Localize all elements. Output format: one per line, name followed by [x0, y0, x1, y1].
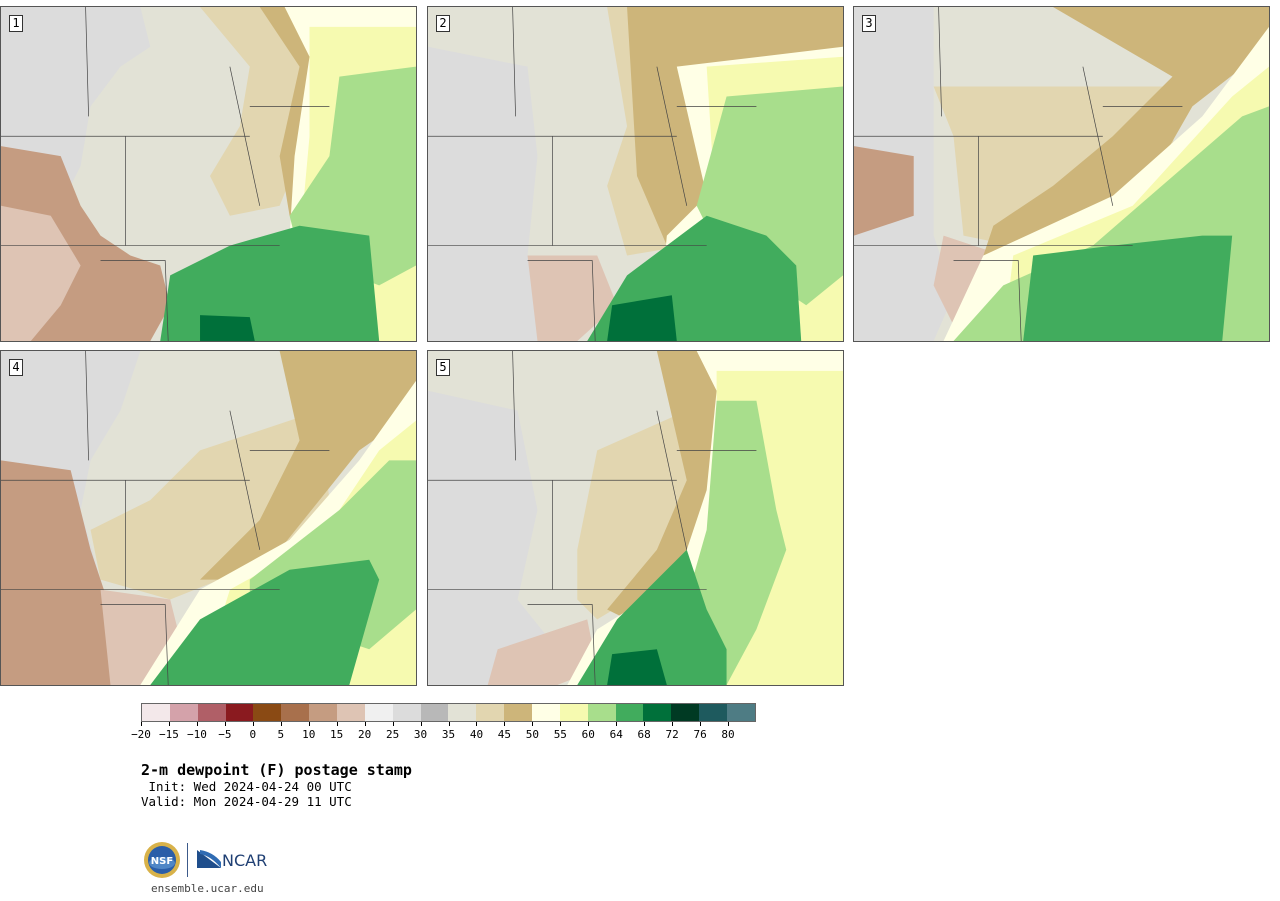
colorbar-swatch	[532, 704, 560, 721]
colorbar-tick-label: 15	[330, 728, 343, 741]
colorbar-tick-mark	[169, 722, 170, 726]
colorbar-tick-mark	[449, 722, 450, 726]
panel-number: 3	[862, 15, 876, 32]
nsf-logo: NSF	[143, 841, 181, 879]
colorbar-swatch	[643, 704, 671, 721]
map-panel-2: 2	[427, 6, 844, 342]
colorbar-tick-mark	[588, 722, 589, 726]
panel-number: 4	[9, 359, 23, 376]
colorbar-tick-mark	[365, 722, 366, 726]
colorbar-tick-label: 10	[302, 728, 315, 741]
colorbar-tick-label: 50	[526, 728, 539, 741]
colorbar-swatch	[226, 704, 254, 721]
colorbar-tick-mark	[253, 722, 254, 726]
colorbar-tick-label: 5	[277, 728, 284, 741]
colorbar	[141, 703, 756, 722]
nsf-logo-text: NSF	[151, 856, 173, 867]
colorbar-swatch	[727, 704, 755, 721]
map-panel-3: 3	[853, 6, 1270, 342]
dewpoint-map-4	[1, 351, 416, 685]
colorbar-tick-label: −5	[218, 728, 231, 741]
colorbar-swatch	[476, 704, 504, 721]
init-time: Init: Wed 2024-04-24 00 UTC	[141, 779, 352, 794]
ncar-logo-text: NCAR	[222, 851, 267, 870]
colorbar-tick-mark	[616, 722, 617, 726]
map-panel-4: 4	[0, 350, 417, 686]
colorbar-legend: −20 −15 −10 −5 0 5 10 15 20 25 30 35 40 45 50 55 60 64 68 7…	[141, 703, 756, 743]
ncar-logo: NCAR	[197, 848, 277, 870]
colorbar-swatch	[616, 704, 644, 721]
colorbar-tick-mark	[700, 722, 701, 726]
colorbar-swatch	[699, 704, 727, 721]
colorbar-tick-mark	[532, 722, 533, 726]
colorbar-tick-mark	[504, 722, 505, 726]
colorbar-tick-label: 80	[721, 728, 734, 741]
logos: NSF NCAR	[143, 840, 283, 880]
colorbar-swatch	[421, 704, 449, 721]
panel-number: 5	[436, 359, 450, 376]
colorbar-swatch	[448, 704, 476, 721]
panel-number: 2	[436, 15, 450, 32]
valid-time: Valid: Mon 2024-04-29 11 UTC	[141, 794, 352, 809]
colorbar-tick-mark	[476, 722, 477, 726]
colorbar-swatch	[504, 704, 532, 721]
colorbar-tick-mark	[309, 722, 310, 726]
colorbar-tick-label: 40	[470, 728, 483, 741]
colorbar-tick-label: 25	[386, 728, 399, 741]
colorbar-tick-label: −20	[131, 728, 151, 741]
colorbar-tick-mark	[560, 722, 561, 726]
logo-divider	[187, 843, 188, 877]
colorbar-tick-label: 30	[414, 728, 427, 741]
colorbar-swatch	[337, 704, 365, 721]
colorbar-swatch	[253, 704, 281, 721]
colorbar-swatch	[393, 704, 421, 721]
colorbar-tick-mark	[141, 722, 142, 726]
dewpoint-map-5	[428, 351, 843, 685]
colorbar-tick-mark	[393, 722, 394, 726]
colorbar-tick-label: 68	[638, 728, 651, 741]
colorbar-tick-mark	[225, 722, 226, 726]
colorbar-tick-label: −15	[159, 728, 179, 741]
colorbar-tick-mark	[728, 722, 729, 726]
colorbar-ticks: −20 −15 −10 −5 0 5 10 15 20 25 30 35 40 45 50 55 60 64 68 7…	[141, 722, 756, 742]
colorbar-tick-mark	[421, 722, 422, 726]
colorbar-tick-label: 60	[582, 728, 595, 741]
colorbar-tick-label: 55	[554, 728, 567, 741]
map-title: 2-m dewpoint (F) postage stamp	[141, 761, 412, 779]
colorbar-tick-mark	[281, 722, 282, 726]
site-url: ensemble.ucar.edu	[151, 882, 264, 895]
colorbar-tick-label: 45	[498, 728, 511, 741]
colorbar-tick-mark	[672, 722, 673, 726]
colorbar-swatch	[365, 704, 393, 721]
colorbar-tick-mark	[644, 722, 645, 726]
colorbar-tick-mark	[337, 722, 338, 726]
colorbar-tick-label: 76	[693, 728, 706, 741]
map-panel-5: 5	[427, 350, 844, 686]
colorbar-tick-label: 64	[610, 728, 623, 741]
colorbar-swatch	[309, 704, 337, 721]
colorbar-tick-label: 35	[442, 728, 455, 741]
colorbar-tick-label: −10	[187, 728, 207, 741]
colorbar-swatch	[671, 704, 699, 721]
map-panel-1: 1	[0, 6, 417, 342]
dewpoint-map-3	[854, 7, 1269, 341]
panel-number: 1	[9, 15, 23, 32]
colorbar-swatch	[170, 704, 198, 721]
colorbar-tick-mark	[197, 722, 198, 726]
colorbar-tick-label: 72	[666, 728, 679, 741]
colorbar-swatch	[588, 704, 616, 721]
colorbar-tick-label: 20	[358, 728, 371, 741]
dewpoint-map-2	[428, 7, 843, 341]
colorbar-swatch	[198, 704, 226, 721]
colorbar-swatch	[560, 704, 588, 721]
dewpoint-map-1	[1, 7, 416, 341]
colorbar-swatch	[142, 704, 170, 721]
colorbar-swatch	[281, 704, 309, 721]
colorbar-tick-label: 0	[250, 728, 257, 741]
